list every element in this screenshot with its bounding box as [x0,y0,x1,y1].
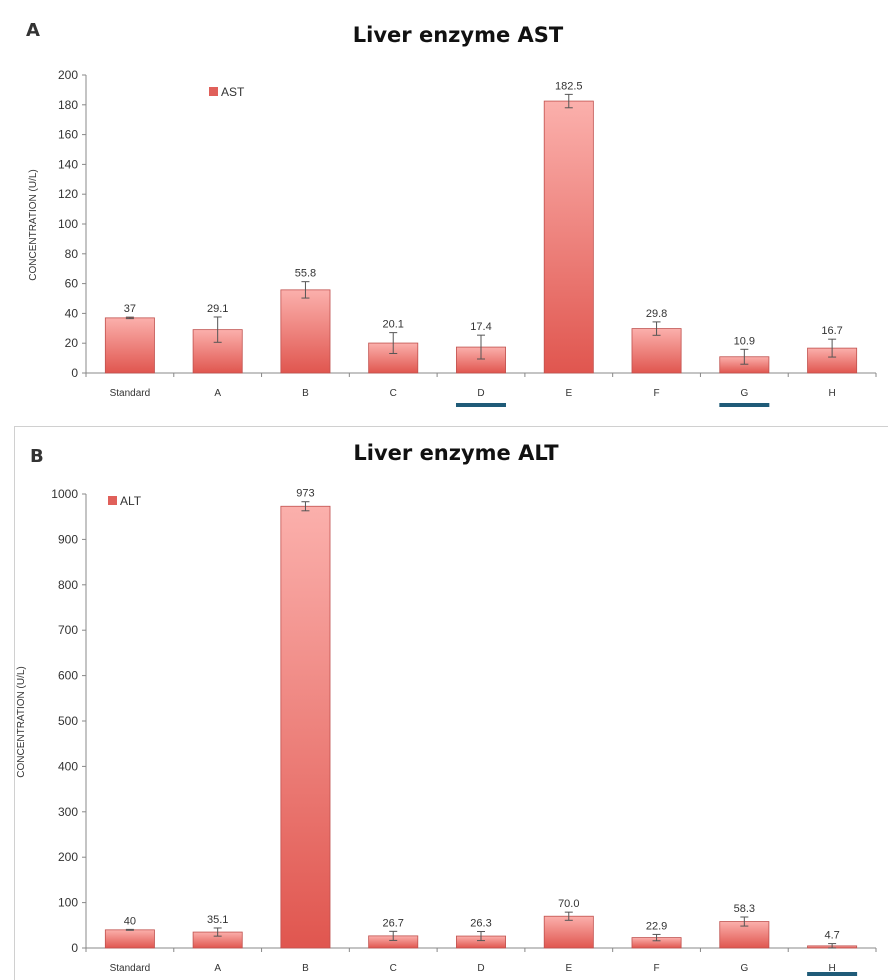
y-tick-label: 600 [58,669,78,683]
x-tick-label: C [390,388,397,399]
x-tick-label: H [828,388,835,399]
y-tick-label: 200 [58,850,78,864]
x-tick-label: F [654,963,660,974]
data-label: 182.5 [555,80,583,92]
bar-ast-f [631,328,682,374]
data-label: 29.8 [646,308,667,320]
x-tick-label: E [565,388,572,399]
legend-swatch-ast [209,87,218,96]
bar-alt-e [543,915,594,949]
plot-area-alt: 0 100 200 300 400 500 600 700 800 900 1000 40 Standa… [51,487,877,976]
y-tick-label: 300 [58,805,78,819]
x-tick-label: A [214,388,221,399]
x-tick-label: B [302,963,309,974]
x-tick-label: Standard [110,963,151,974]
y-tick-label: 900 [58,532,78,546]
chart-title-ast: Liver enzyme AST [353,23,564,47]
chart-title-alt: Liver enzyme ALT [353,441,559,465]
y-tick-label: 20 [65,336,79,350]
data-label: 58.3 [734,903,755,915]
data-label: 29.1 [207,303,228,315]
category-underline [807,972,858,976]
y-tick-label: 100 [58,896,78,910]
y-tick-label: 40 [65,306,79,320]
panel-border [14,426,15,980]
y-tick-label: 0 [71,941,78,955]
y-tick-label: 1000 [51,487,78,501]
ast-chart: A Liver enzyme AST CONCENTRATION (U/L) A… [26,20,877,407]
x-tick-label: D [477,963,484,974]
legend-label-alt: ALT [120,494,142,508]
y-axis-label-alt: CONCENTRATION (U/L) [16,666,27,777]
x-tick-label: C [390,963,397,974]
y-tick-label: 800 [58,578,78,592]
x-tick-label: G [740,963,748,974]
panel-label-b: B [30,446,44,467]
data-label: 22.9 [646,920,667,932]
bar-ast-e [543,100,594,374]
category-underline [719,403,770,407]
data-label: 4.7 [824,930,839,942]
data-label: 20.1 [383,319,404,331]
x-tick-label: A [214,963,221,974]
y-tick-label: 60 [65,277,79,291]
x-tick-label: B [302,388,309,399]
bar-ast-b [280,289,331,374]
y-tick-label: 200 [58,68,78,82]
bar-alt-b [280,505,331,949]
y-tick-label: 400 [58,759,78,773]
legend-label-ast: AST [221,85,245,99]
alt-chart: B Liver enzyme ALT CONCENTRATION (U/L) A… [16,441,877,976]
data-label: 37 [124,303,136,315]
data-label: 10.9 [734,335,755,347]
data-label: 16.7 [821,325,842,337]
x-tick-label: E [565,963,572,974]
bar-ast-standard [104,317,155,374]
y-tick-label: 140 [58,157,78,171]
y-tick-label: 500 [58,714,78,728]
panel-divider [14,426,888,427]
y-tick-label: 700 [58,623,78,637]
data-label: 26.3 [470,918,491,930]
data-label: 26.7 [383,917,404,929]
category-underline [456,403,506,407]
data-label: 973 [296,488,314,500]
y-tick-label: 0 [71,366,78,380]
y-tick-label: 100 [58,217,78,231]
data-label: 55.8 [295,268,316,280]
x-tick-label: G [740,388,748,399]
data-label: 70.0 [558,898,579,910]
bar-alt-standard [104,929,155,949]
legend-ast: AST [209,85,245,99]
y-axis-label-ast: CONCENTRATION (U/L) [28,169,39,280]
x-tick-label: D [477,388,484,399]
legend-alt: ALT [108,494,142,508]
y-tick-label: 180 [58,98,78,112]
panel-label-a: A [26,20,40,41]
y-tick-label: 80 [65,247,79,261]
x-tick-label: Standard [110,388,151,399]
plot-area-ast: 0 20 40 60 80 100 120 140 160 180 200 37 Standard 29.… [58,68,877,407]
x-tick-label: F [654,388,660,399]
y-tick-label: 120 [58,187,78,201]
x-tick-label: H [828,963,835,974]
y-tick-label: 160 [58,128,78,142]
legend-swatch-alt [108,496,117,505]
data-label: 40 [124,915,136,927]
data-label: 17.4 [470,321,491,333]
data-label: 35.1 [207,914,228,926]
